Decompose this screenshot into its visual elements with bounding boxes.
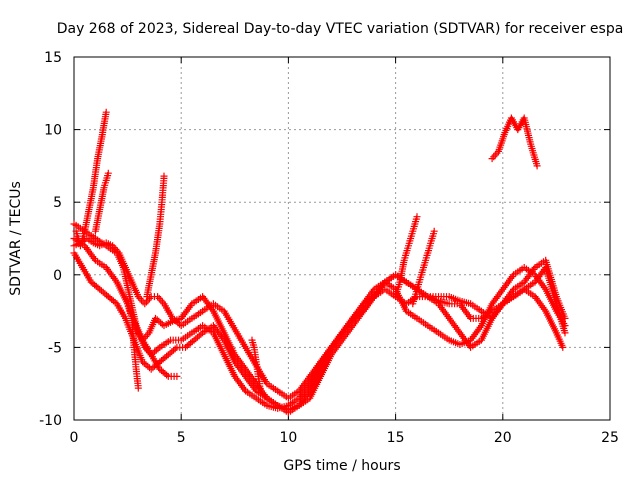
series-trace-9	[139, 336, 181, 380]
series-trace-3	[70, 249, 569, 414]
x-axis-label: GPS time / hours	[283, 458, 400, 474]
series-trace-11	[392, 213, 421, 301]
series-markers	[70, 249, 569, 414]
series-trace-6	[91, 169, 112, 235]
x-tick-label: 15	[387, 430, 405, 446]
axis-ticks: 0 5 10 15 20 25 -10 -5 0 5 10 15	[39, 50, 619, 446]
series-markers	[139, 336, 181, 380]
series-trace-10	[248, 336, 264, 395]
series-markers	[124, 300, 142, 392]
data-points	[70, 108, 569, 417]
x-tick-label: 0	[70, 430, 79, 446]
x-tick-label: 5	[177, 430, 186, 446]
series-trace-4	[70, 235, 569, 402]
series-markers	[72, 108, 110, 250]
series-markers	[488, 114, 541, 170]
y-tick-label: -5	[48, 340, 62, 356]
series-markers	[392, 213, 421, 301]
y-axis-label: SDTVAR / TECUs	[8, 181, 24, 296]
y-tick-label: 15	[44, 50, 62, 66]
series-trace-8	[124, 300, 142, 392]
series-markers	[143, 172, 168, 301]
series-trace-12	[409, 227, 438, 308]
y-tick-label: 0	[53, 268, 62, 284]
chart-title: Day 268 of 2023, Sidereal Day-to-day VTE…	[57, 21, 624, 37]
y-tick-label: 5	[53, 195, 62, 211]
y-tick-label: 10	[44, 123, 62, 139]
series-trace-2	[70, 235, 569, 412]
series-markers	[91, 169, 112, 235]
series-trace-5	[72, 108, 110, 250]
series-trace-13	[488, 114, 541, 170]
series-markers	[409, 227, 438, 308]
x-tick-label: 20	[494, 430, 512, 446]
series-markers	[70, 235, 569, 412]
y-tick-label: -10	[39, 413, 62, 429]
x-tick-label: 25	[601, 430, 619, 446]
x-tick-label: 10	[279, 430, 297, 446]
series-markers	[248, 336, 264, 395]
series-markers	[70, 235, 569, 402]
series-trace-7	[143, 172, 168, 301]
